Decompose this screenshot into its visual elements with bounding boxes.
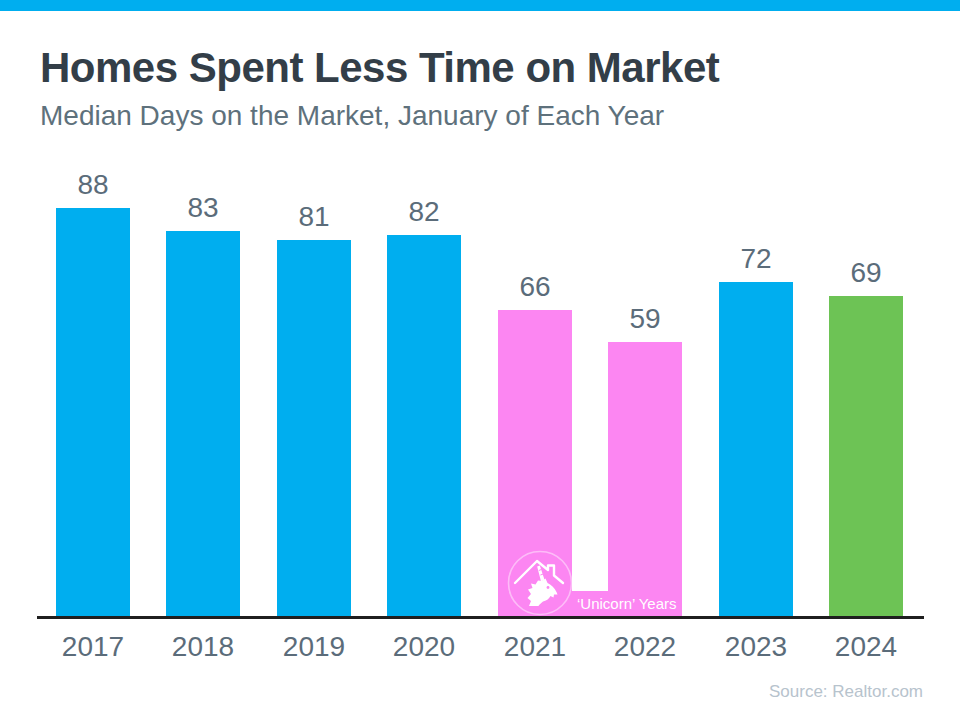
unicorn-horn-icon — [537, 566, 544, 582]
value-label-2017: 88 — [38, 168, 148, 202]
year-label-2018: 2018 — [148, 630, 258, 664]
bar-2023 — [719, 282, 793, 617]
year-label-2023: 2023 — [701, 630, 811, 664]
value-label-2019: 81 — [259, 200, 369, 234]
bar-2020 — [387, 235, 461, 617]
year-label-2021: 2021 — [480, 630, 590, 664]
bar-chart: 8883818266597269 ‘Unicorn’ Years 2017201… — [0, 0, 960, 720]
value-label-2023: 72 — [701, 242, 811, 276]
source-credit: Source: Realtor.com — [769, 681, 923, 703]
unicorn-house-icon — [505, 548, 575, 618]
value-label-2020: 82 — [369, 195, 479, 229]
value-label-2024: 69 — [811, 256, 921, 290]
bar-2018 — [166, 231, 240, 617]
year-label-2017: 2017 — [38, 630, 148, 664]
value-label-2021: 66 — [480, 270, 590, 304]
year-label-2019: 2019 — [259, 630, 369, 664]
unicorn-eye — [547, 586, 550, 589]
value-label-2018: 83 — [148, 191, 258, 225]
year-label-2022: 2022 — [590, 630, 700, 664]
year-label-2024: 2024 — [811, 630, 921, 664]
year-label-2020: 2020 — [369, 630, 479, 664]
bar-2022 — [608, 342, 682, 617]
unicorn-head-icon — [528, 579, 558, 607]
x-axis-line — [37, 616, 924, 619]
value-label-2022: 59 — [590, 302, 700, 336]
unicorn-years-label: ‘Unicorn’ Years — [577, 595, 677, 613]
slide: Homes Spent Less Time on Market Median D… — [0, 0, 960, 720]
bar-2019 — [277, 240, 351, 617]
bar-2024 — [829, 296, 903, 617]
bar-2017 — [56, 208, 130, 617]
